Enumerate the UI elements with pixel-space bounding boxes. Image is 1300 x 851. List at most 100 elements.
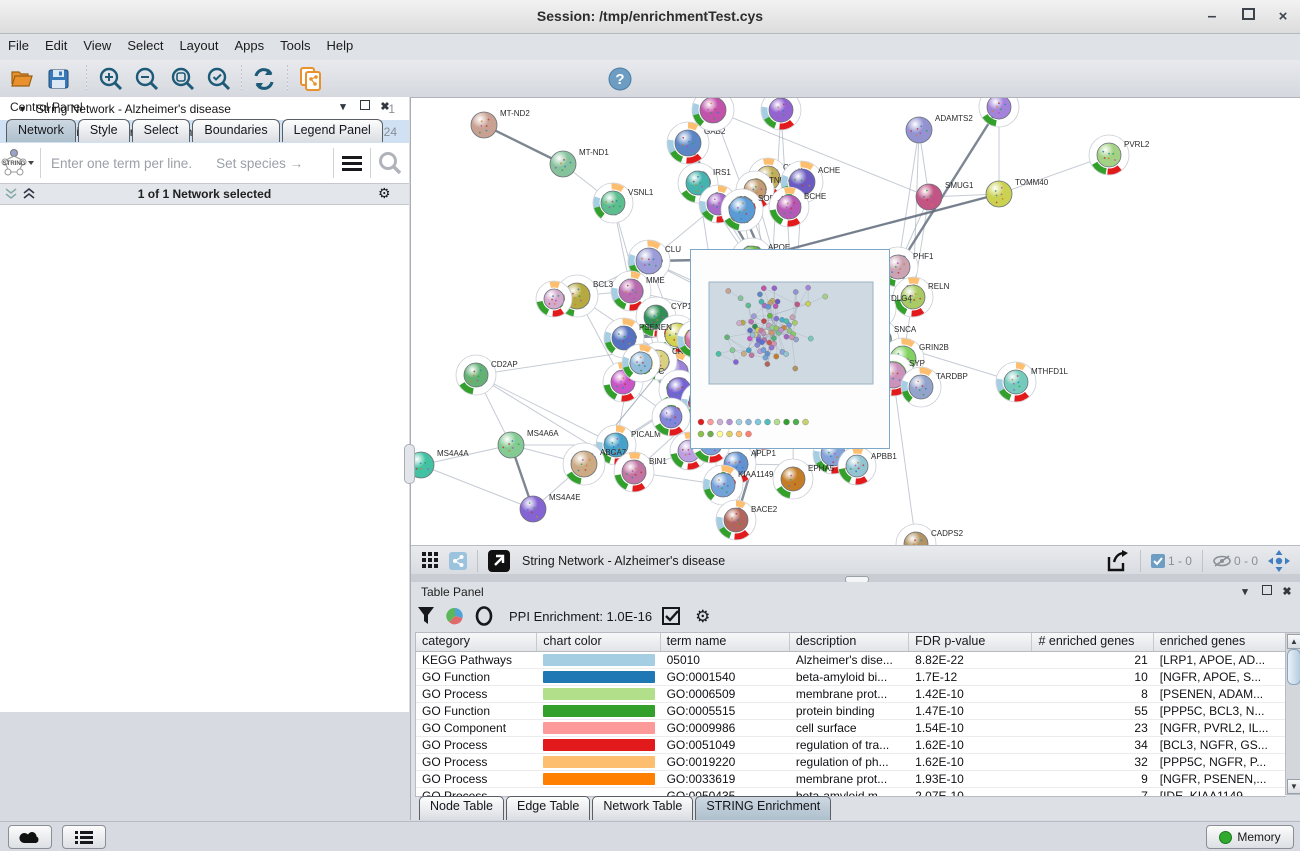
network-node[interactable]: BCHE [769,187,826,227]
tab-edge-table[interactable]: Edge Table [506,796,590,820]
network-node[interactable]: APBB1 [838,447,897,485]
network-node[interactable]: CD2AP [456,355,518,395]
menu-tools[interactable]: Tools [272,34,318,53]
network-node[interactable]: TARDBP [901,367,968,407]
string-search-icon[interactable] [371,151,409,175]
network-node[interactable]: VSNL1 [593,183,654,223]
network-node[interactable]: ADAMTS2 [906,114,973,143]
string-protein-query-selector[interactable]: STRING [0,148,40,178]
species-hint[interactable]: Set species → [216,156,303,171]
menu-layout[interactable]: Layout [171,34,226,53]
table-vertical-scrollbar[interactable]: ▲ ▼ [1285,632,1300,795]
task-history-button[interactable] [62,825,106,849]
zoom-selected-icon[interactable] [204,64,234,94]
menu-view[interactable]: View [75,34,119,53]
table-row[interactable]: GO Process GO:0051049 regulation of tra.… [416,737,1286,754]
tab-style[interactable]: Style [78,119,130,142]
table-panel-float-icon[interactable] [1260,585,1274,598]
zoom-in-icon[interactable] [96,64,126,94]
table-settings-gear-icon[interactable]: ⚙ [695,607,710,626]
column-header-6[interactable]: enriched genes [1154,633,1286,651]
menu-help[interactable]: Help [319,34,362,53]
share-view-icon[interactable] [449,552,467,570]
scroll-up-icon[interactable]: ▲ [1287,634,1300,649]
grid-view-icon[interactable] [421,551,441,571]
network-node[interactable]: MS4A4A [411,449,469,478]
open-session-icon[interactable] [8,64,38,94]
tab-node-table[interactable]: Node Table [419,796,504,820]
detach-view-icon[interactable] [488,550,510,572]
select-all-icon[interactable] [662,607,681,626]
menu-apps[interactable]: Apps [227,34,273,53]
table-panel-close-icon[interactable]: ✖ [1280,585,1294,598]
table-row[interactable]: GO Component GO:0009986 cell surface 1.5… [416,720,1286,737]
refresh-icon[interactable] [249,64,279,94]
network-node[interactable]: PVRL2 [1089,135,1150,175]
column-header-3[interactable]: description [790,633,909,651]
column-header-4[interactable]: FDR p-value [909,633,1032,651]
collapse-all-icon[interactable] [5,188,19,200]
remove-chart-icon[interactable] [475,606,493,626]
panel-splitter-grip[interactable] [404,444,415,484]
menu-file[interactable]: File [0,34,37,53]
network-node[interactable]: MS4A4E [520,493,581,522]
tab-network[interactable]: Network [6,119,76,142]
tab-boundaries[interactable]: Boundaries [192,119,279,142]
network-edge[interactable] [421,465,533,509]
table-row[interactable]: GO Process GO:0019220 regulation of ph..… [416,754,1286,771]
help-icon[interactable]: ? [605,64,635,94]
zoom-out-icon[interactable] [132,64,162,94]
navigate-icon[interactable] [1268,550,1290,572]
float-panel-icon[interactable] [358,100,372,113]
tab-select[interactable]: Select [132,119,191,142]
column-header-2[interactable]: term name [661,633,790,651]
network-node[interactable]: MS4A6A [498,429,559,458]
network-node[interactable] [761,98,801,130]
string-query-placeholder[interactable]: Enter one term per line. [51,156,192,171]
string-options-icon[interactable] [334,155,370,171]
scroll-down-icon[interactable]: ▼ [1287,779,1300,794]
clone-network-icon[interactable] [296,64,326,94]
network-node[interactable] [622,344,660,382]
chart-settings-icon[interactable] [445,606,465,626]
filter-icon[interactable] [417,606,435,626]
network-node[interactable]: BACE2 [716,500,778,540]
network-node[interactable]: KIAA1149 [703,465,774,505]
network-node[interactable]: TOMM40 [986,178,1049,207]
tab-string-enrichment[interactable]: STRING Enrichment [695,796,831,820]
memory-button[interactable]: Memory [1206,825,1294,849]
cloud-button[interactable] [8,825,52,849]
save-session-icon[interactable] [44,64,74,94]
tab-network-table[interactable]: Network Table [592,796,693,820]
table-row[interactable]: GO Function GO:0005515 protein binding 1… [416,703,1286,720]
export-network-icon[interactable] [1106,550,1130,572]
table-panel-menu-icon[interactable]: ▾ [1238,585,1252,598]
network-panel-gear-icon[interactable]: ⚙ [378,185,391,202]
network-node[interactable]: MTHFD1L [996,362,1068,402]
menu-select[interactable]: Select [119,34,171,53]
close-panel-icon[interactable]: ✖ [378,100,392,113]
zoom-fit-icon[interactable] [168,64,198,94]
column-header-0[interactable]: category [416,633,537,651]
overview-graph[interactable] [691,250,887,446]
network-node[interactable]: EPHA5 [773,459,835,499]
network-node[interactable]: MT-ND1 [550,148,609,177]
table-row[interactable]: GO Process GO:0006509 membrane prot... 1… [416,686,1286,703]
table-row[interactable]: GO Process GO:0033619 membrane prot... 1… [416,771,1286,788]
network-node[interactable]: BIN1 [614,452,667,492]
tab-legend-panel[interactable]: Legend Panel [282,119,383,142]
network-node[interactable]: CADPS2 [896,524,964,546]
table-row[interactable]: KEGG Pathways 05010 Alzheimer's dise... … [416,652,1286,669]
column-header-1[interactable]: chart color [537,633,660,651]
network-node[interactable] [979,98,1019,127]
network-node[interactable] [652,398,690,436]
network-node[interactable] [536,281,572,317]
panel-menu-icon[interactable]: ▾ [336,100,350,113]
minimize-button[interactable]: – [1203,8,1221,24]
menu-edit[interactable]: Edit [37,34,75,53]
expand-all-icon[interactable] [23,188,37,200]
close-button[interactable]: × [1274,8,1292,24]
column-header-5[interactable]: # enriched genes [1032,633,1153,651]
birds-eye-view[interactable] [690,249,890,449]
